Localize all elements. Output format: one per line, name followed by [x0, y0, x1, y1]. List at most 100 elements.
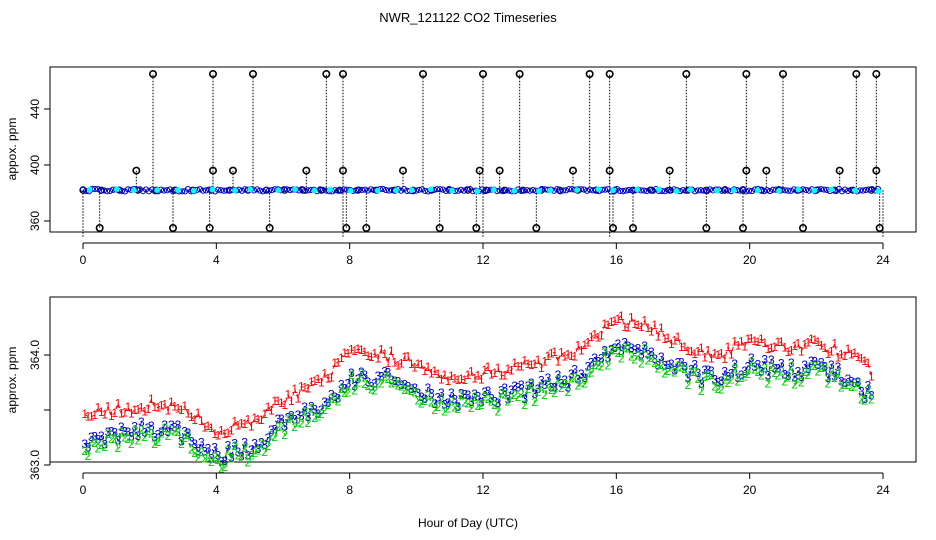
series-1-point: 1 [238, 417, 245, 431]
series-3-point: 3 [651, 352, 658, 366]
series-2-point: 2 [841, 378, 848, 392]
mid-spike-point [302, 166, 311, 175]
baseline-blue-point [385, 187, 393, 194]
baseline-blue-point [517, 187, 525, 194]
baseline-blue-point [700, 187, 708, 194]
series-1-point: 1 [728, 348, 735, 362]
series-2-point: 2 [865, 383, 872, 397]
series-3-point: 3 [235, 445, 242, 459]
series-2-point: 2 [685, 378, 692, 392]
series-1-point: 1 [118, 407, 125, 421]
series-2-point: 2 [108, 432, 115, 446]
series-1-point: 1 [455, 373, 462, 387]
series-1-point: 1 [811, 333, 818, 347]
baseline-blue-point [859, 187, 867, 194]
baseline-blue-point [601, 186, 609, 193]
low-spike-point [702, 224, 711, 233]
low-spike-point [265, 224, 274, 233]
series-2-point: 2 [628, 349, 635, 363]
series-1-point: 1 [198, 414, 205, 428]
series-1-point: 1 [241, 417, 248, 431]
top-y-axis-label: appox. ppm [5, 118, 19, 181]
series-3-point: 3 [151, 431, 158, 445]
baseline-blue-point [784, 187, 792, 194]
series-2-point: 2 [665, 364, 672, 378]
baseline-blue-point [124, 186, 132, 193]
baseline-blue-point [643, 187, 651, 195]
series-2-point: 2 [241, 441, 248, 455]
series-1-point: 1 [185, 407, 192, 421]
series-2-point: 2 [845, 378, 852, 392]
series-1-point: 1 [415, 357, 422, 371]
baseline-blue-point [256, 187, 264, 194]
series-1-point: 1 [338, 351, 345, 365]
series-3-point: 3 [575, 373, 582, 387]
series-3-point: 3 [558, 377, 565, 391]
series-2-point: 2 [408, 384, 415, 398]
series-3-point: 3 [708, 364, 715, 378]
series-2-point: 2 [128, 437, 135, 451]
baseline-blue-point [460, 187, 468, 194]
series-1-point: 1 [718, 347, 725, 361]
series-3-point: 3 [528, 376, 535, 390]
series-2-point: 2 [571, 371, 578, 385]
series-1-point: 1 [535, 353, 542, 367]
baseline-cyan-point [86, 186, 93, 193]
series-3-point: 3 [478, 396, 485, 410]
series-2-point: 2 [461, 396, 468, 410]
series-2-point: 2 [741, 369, 748, 383]
series-3-point: 3 [421, 392, 428, 406]
series-3-point: 3 [288, 408, 295, 422]
series-3-point: 3 [495, 396, 502, 410]
series-3-point: 3 [295, 408, 302, 422]
series-2-point: 2 [411, 386, 418, 400]
series-3-point: 3 [101, 437, 108, 451]
series-1-point: 1 [768, 341, 775, 355]
series-2-point: 2 [778, 365, 785, 379]
series-2-point: 2 [475, 399, 482, 413]
series-2-point: 2 [415, 393, 422, 407]
series-1-point: 1 [465, 368, 472, 382]
series-1-point: 1 [371, 347, 378, 361]
series-1-point: 1 [848, 348, 855, 362]
series-1-point: 1 [685, 344, 692, 358]
series-1-point: 1 [855, 350, 862, 364]
baseline-blue-point [862, 186, 870, 194]
series-1-point: 1 [361, 345, 368, 359]
baseline-blue-point [742, 188, 750, 195]
baseline-blue-point [646, 186, 654, 193]
bottom-series-lines [84, 315, 872, 469]
series-2-point: 2 [661, 367, 668, 381]
series-3-point: 3 [255, 442, 262, 456]
baseline-blue-point [769, 186, 777, 193]
series-3-point: 3 [525, 379, 532, 393]
series-2-point: 2 [748, 355, 755, 369]
mid-spike-point [495, 166, 504, 175]
baseline-blue-point [97, 187, 105, 194]
series-3-point: 3 [265, 431, 272, 445]
series-3-point: 3 [561, 373, 568, 387]
series-2-point: 2 [731, 361, 738, 375]
series-3-point: 3 [475, 390, 482, 404]
series-1-point: 1 [558, 346, 565, 360]
baseline-blue-point [337, 187, 345, 194]
series-1-point: 1 [158, 398, 165, 412]
series-2-point: 2 [478, 398, 485, 412]
series-2-point: 2 [458, 388, 465, 402]
series-1-point: 1 [131, 403, 138, 417]
series-1-point: 1 [245, 413, 252, 427]
high-spike-point [682, 70, 691, 79]
series-2-point: 2 [715, 382, 722, 396]
baseline-blue-point [301, 187, 309, 194]
series-2-point: 2 [118, 426, 125, 440]
baseline-cyan-point [634, 186, 641, 193]
bottom-x-tick-label: 4 [213, 483, 220, 497]
series-3-point: 3 [178, 435, 185, 449]
series-2-point: 2 [858, 393, 865, 407]
baseline-cyan-point [714, 187, 720, 194]
series-3-point: 3 [765, 369, 772, 383]
series-3-point: 3 [338, 378, 345, 392]
series-2-point: 2 [621, 340, 628, 354]
series-2-point: 2 [645, 354, 652, 368]
